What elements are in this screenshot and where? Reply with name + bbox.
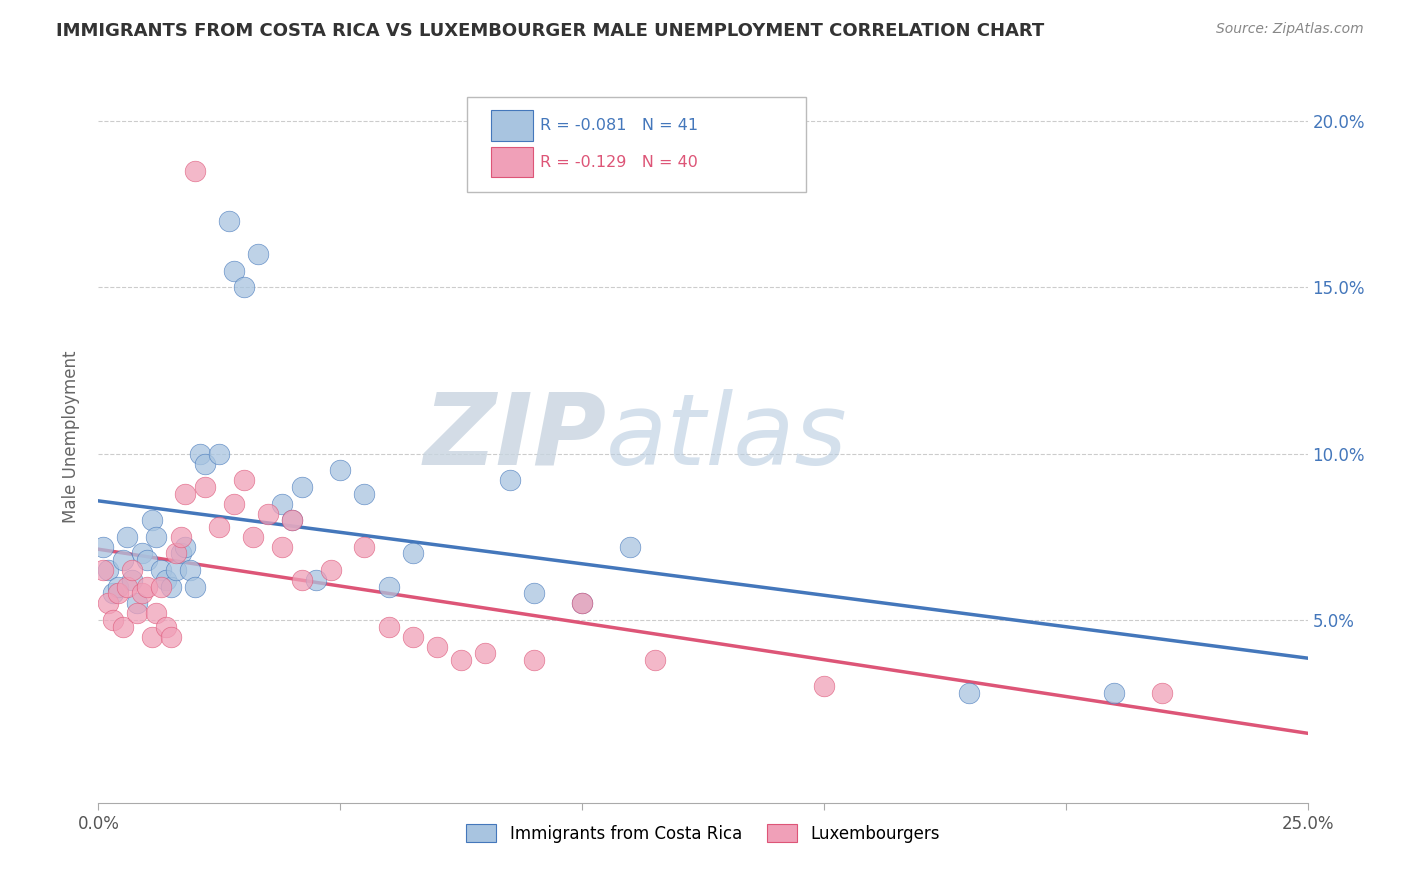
Point — [644, 653, 666, 667]
Point — [281, 513, 304, 527]
Point — [155, 619, 177, 633]
Point — [101, 613, 124, 627]
Point — [194, 457, 217, 471]
Point — [813, 680, 835, 694]
Point — [160, 580, 183, 594]
Point — [131, 586, 153, 600]
Point — [319, 563, 342, 577]
Point — [208, 520, 231, 534]
Point — [222, 497, 245, 511]
Point — [402, 546, 425, 560]
Point — [121, 563, 143, 577]
Point — [165, 563, 187, 577]
Point — [111, 553, 134, 567]
Point — [377, 619, 399, 633]
Point — [145, 607, 167, 621]
Point — [571, 596, 593, 610]
Point — [184, 580, 207, 594]
Point — [377, 580, 399, 594]
Point — [523, 586, 546, 600]
Point — [150, 580, 173, 594]
Point — [91, 563, 114, 577]
Point — [127, 607, 149, 621]
Text: atlas: atlas — [606, 389, 848, 485]
Point — [256, 507, 278, 521]
Point — [305, 573, 328, 587]
Point — [218, 214, 240, 228]
Point — [523, 653, 546, 667]
Point — [498, 473, 520, 487]
Point — [271, 540, 294, 554]
Point — [174, 540, 197, 554]
Point — [179, 563, 201, 577]
Legend: Immigrants from Costa Rica, Luxembourgers: Immigrants from Costa Rica, Luxembourger… — [460, 818, 946, 849]
Point — [101, 586, 124, 600]
Point — [474, 646, 496, 660]
Point — [402, 630, 425, 644]
Point — [290, 573, 312, 587]
Text: Source: ZipAtlas.com: Source: ZipAtlas.com — [1216, 22, 1364, 37]
Y-axis label: Male Unemployment: Male Unemployment — [62, 351, 80, 524]
Point — [145, 530, 167, 544]
Point — [208, 447, 231, 461]
Point — [174, 486, 197, 500]
FancyBboxPatch shape — [492, 110, 533, 141]
Point — [131, 546, 153, 560]
Point — [97, 563, 120, 577]
Point — [222, 264, 245, 278]
Point — [107, 586, 129, 600]
Point — [117, 530, 139, 544]
Point — [1102, 686, 1125, 700]
Point — [194, 480, 217, 494]
Point — [329, 463, 352, 477]
Point — [232, 473, 254, 487]
Point — [353, 486, 375, 500]
Point — [141, 513, 163, 527]
Point — [426, 640, 449, 654]
Point — [91, 540, 114, 554]
Point — [353, 540, 375, 554]
Point — [290, 480, 312, 494]
Point — [169, 546, 191, 560]
Point — [135, 553, 157, 567]
Point — [121, 573, 143, 587]
Point — [150, 563, 173, 577]
Point — [160, 630, 183, 644]
Point — [135, 580, 157, 594]
Point — [271, 497, 294, 511]
Point — [117, 580, 139, 594]
Point — [97, 596, 120, 610]
Point — [141, 630, 163, 644]
Point — [155, 573, 177, 587]
Point — [281, 513, 304, 527]
Point — [165, 546, 187, 560]
Point — [111, 619, 134, 633]
Point — [571, 596, 593, 610]
FancyBboxPatch shape — [467, 97, 806, 192]
Point — [242, 530, 264, 544]
Point — [247, 247, 270, 261]
Point — [450, 653, 472, 667]
Point — [127, 596, 149, 610]
Point — [107, 580, 129, 594]
Text: IMMIGRANTS FROM COSTA RICA VS LUXEMBOURGER MALE UNEMPLOYMENT CORRELATION CHART: IMMIGRANTS FROM COSTA RICA VS LUXEMBOURG… — [56, 22, 1045, 40]
Point — [169, 530, 191, 544]
Point — [957, 686, 980, 700]
Text: R = -0.129   N = 40: R = -0.129 N = 40 — [540, 154, 697, 169]
Point — [232, 280, 254, 294]
Text: R = -0.081   N = 41: R = -0.081 N = 41 — [540, 118, 697, 133]
Point — [188, 447, 211, 461]
FancyBboxPatch shape — [492, 146, 533, 178]
Text: ZIP: ZIP — [423, 389, 606, 485]
Point — [1152, 686, 1174, 700]
Point — [619, 540, 641, 554]
Point — [184, 164, 207, 178]
